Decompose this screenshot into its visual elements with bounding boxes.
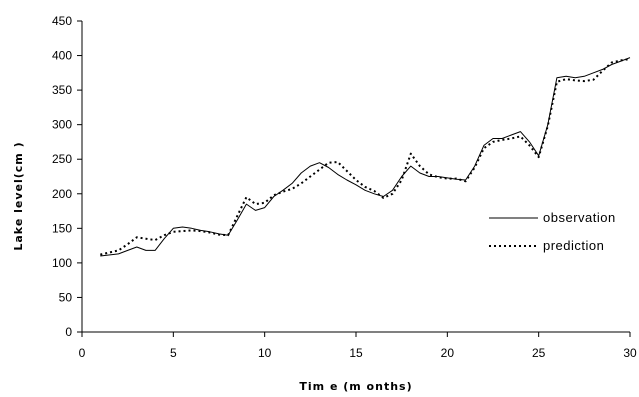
x-tick-label: 20 (441, 346, 455, 360)
series-line-observation (100, 57, 631, 257)
y-axis-title: Lake level(cm ) (12, 141, 25, 250)
x-ticks: 0 5 10 15 20 25 30 (79, 332, 637, 360)
y-tick-label: 0 (65, 325, 72, 339)
y-tick-label: 150 (52, 221, 72, 235)
legend-label-observation: observation (543, 210, 616, 225)
x-tick-label: 15 (349, 346, 363, 360)
x-tick-label: 0 (79, 346, 86, 360)
legend-label-prediction: prediction (543, 238, 604, 253)
y-tick-label: 450 (52, 14, 72, 28)
axes (81, 21, 630, 333)
y-tick-label: 350 (52, 83, 72, 97)
series-line-prediction (100, 58, 631, 256)
legend: observation prediction (489, 210, 616, 253)
y-ticks: 0 50 100 150 200 250 300 350 400 450 (52, 14, 82, 339)
y-tick-label: 50 (59, 290, 73, 304)
x-tick-label: 30 (623, 346, 637, 360)
y-tick-label: 250 (52, 152, 72, 166)
series-layer (100, 57, 631, 257)
x-tick-label: 25 (532, 346, 546, 360)
x-tick-label: 10 (258, 346, 272, 360)
x-tick-label: 5 (170, 346, 177, 360)
y-tick-label: 100 (52, 256, 72, 270)
x-axis-title: Tim e (m onths) (299, 380, 412, 393)
y-tick-label: 300 (52, 118, 72, 132)
y-tick-label: 200 (52, 187, 72, 201)
y-tick-label: 400 (52, 49, 72, 63)
